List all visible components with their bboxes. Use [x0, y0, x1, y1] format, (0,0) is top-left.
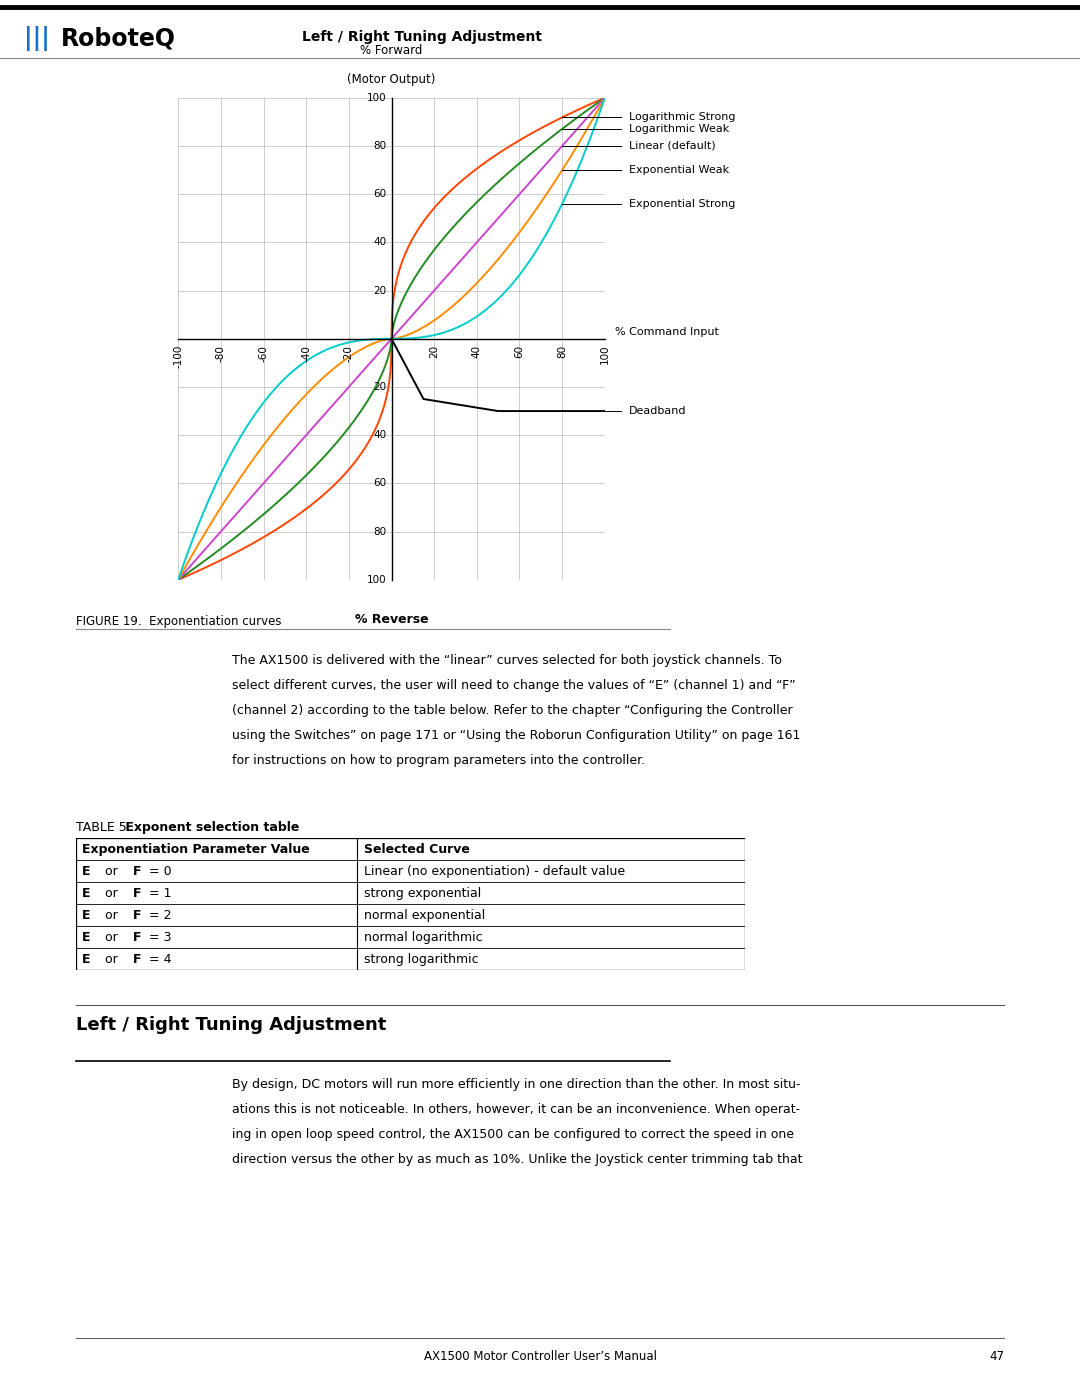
Text: F: F — [133, 865, 141, 877]
Text: Exponentiation Parameter Value: Exponentiation Parameter Value — [82, 842, 310, 856]
Text: 40: 40 — [472, 345, 482, 358]
Text: ing in open loop speed control, the AX1500 can be configured to correct the spee: ing in open loop speed control, the AX15… — [232, 1127, 794, 1141]
Text: = 2: = 2 — [149, 908, 172, 922]
Text: F: F — [133, 930, 141, 944]
Text: AX1500 Motor Controller User’s Manual: AX1500 Motor Controller User’s Manual — [423, 1350, 657, 1362]
Text: (channel 2) according to the table below. Refer to the chapter “Configuring the : (channel 2) according to the table below… — [232, 704, 793, 717]
Text: 80: 80 — [373, 141, 387, 151]
Text: direction versus the other by as much as 10%. Unlike the Joystick center trimmin: direction versus the other by as much as… — [232, 1153, 802, 1166]
Text: 80: 80 — [373, 527, 387, 536]
Text: or: or — [102, 930, 122, 944]
Text: Exponent selection table: Exponent selection table — [121, 821, 299, 834]
Text: Logarithmic Weak: Logarithmic Weak — [629, 124, 729, 134]
Text: 60: 60 — [514, 345, 525, 358]
Text: % Reverse: % Reverse — [354, 613, 429, 626]
Text: By design, DC motors will run more efficiently in one direction than the other. : By design, DC motors will run more effic… — [232, 1077, 800, 1091]
Text: |||: ||| — [24, 25, 50, 50]
Text: 100: 100 — [366, 574, 387, 585]
Text: Logarithmic Strong: Logarithmic Strong — [629, 112, 735, 123]
Text: for instructions on how to program parameters into the controller.: for instructions on how to program param… — [232, 754, 646, 767]
Text: Exponential Weak: Exponential Weak — [629, 165, 729, 175]
Text: or: or — [102, 865, 122, 877]
Text: = 0: = 0 — [149, 865, 172, 877]
Text: 40: 40 — [373, 430, 387, 440]
Text: F: F — [133, 953, 141, 965]
Text: 20: 20 — [373, 381, 387, 393]
Text: 60: 60 — [373, 478, 387, 489]
Text: 47: 47 — [989, 1350, 1004, 1362]
Text: (Motor Output): (Motor Output) — [348, 73, 435, 85]
Text: Linear (no exponentiation) - default value: Linear (no exponentiation) - default val… — [364, 865, 624, 877]
Text: Selected Curve: Selected Curve — [364, 842, 470, 856]
Text: E: E — [82, 930, 91, 944]
Text: or: or — [102, 887, 122, 900]
Text: 60: 60 — [373, 189, 387, 200]
Text: F: F — [133, 908, 141, 922]
Text: RoboteQ: RoboteQ — [60, 27, 175, 50]
Text: E: E — [82, 887, 91, 900]
Text: select different curves, the user will need to change the values of “E” (channel: select different curves, the user will n… — [232, 679, 796, 692]
Text: ations this is not noticeable. In others, however, it can be an inconvenience. W: ations this is not noticeable. In others… — [232, 1102, 800, 1116]
Text: 80: 80 — [557, 345, 567, 358]
Text: -80: -80 — [216, 345, 226, 362]
Text: 40: 40 — [373, 237, 387, 247]
Text: The AX1500 is delivered with the “linear” curves selected for both joystick chan: The AX1500 is delivered with the “linear… — [232, 654, 782, 666]
Text: or: or — [102, 953, 122, 965]
Text: E: E — [82, 908, 91, 922]
Text: Left / Right Tuning Adjustment: Left / Right Tuning Adjustment — [76, 1016, 386, 1034]
Text: 100: 100 — [366, 92, 387, 103]
Text: Linear (default): Linear (default) — [629, 141, 715, 151]
Text: -40: -40 — [301, 345, 311, 362]
Text: = 3: = 3 — [149, 930, 172, 944]
Text: -20: -20 — [343, 345, 354, 362]
Text: E: E — [82, 953, 91, 965]
Text: 100: 100 — [599, 345, 610, 365]
Text: FIGURE 19.  Exponentiation curves: FIGURE 19. Exponentiation curves — [76, 615, 281, 627]
Text: normal logarithmic: normal logarithmic — [364, 930, 482, 944]
Text: E: E — [82, 865, 91, 877]
Text: normal exponential: normal exponential — [364, 908, 485, 922]
Text: Deadband: Deadband — [629, 407, 686, 416]
Text: strong exponential: strong exponential — [364, 887, 481, 900]
Text: using the Switches” on page 171 or “Using the Roborun Configuration Utility” on : using the Switches” on page 171 or “Usin… — [232, 729, 800, 742]
Text: % Forward: % Forward — [361, 43, 422, 57]
Text: or: or — [102, 908, 122, 922]
Text: TABLE 5.: TABLE 5. — [76, 821, 131, 834]
Text: 20: 20 — [373, 285, 387, 296]
Text: = 1: = 1 — [149, 887, 172, 900]
Text: strong logarithmic: strong logarithmic — [364, 953, 478, 965]
Text: = 4: = 4 — [149, 953, 172, 965]
Text: -60: -60 — [258, 345, 269, 362]
Text: 20: 20 — [429, 345, 440, 358]
Text: Left / Right Tuning Adjustment: Left / Right Tuning Adjustment — [302, 29, 542, 43]
Text: -100: -100 — [173, 345, 184, 369]
Text: F: F — [133, 887, 141, 900]
Text: % Command Input: % Command Input — [616, 327, 719, 337]
Text: Exponential Strong: Exponential Strong — [629, 198, 734, 210]
